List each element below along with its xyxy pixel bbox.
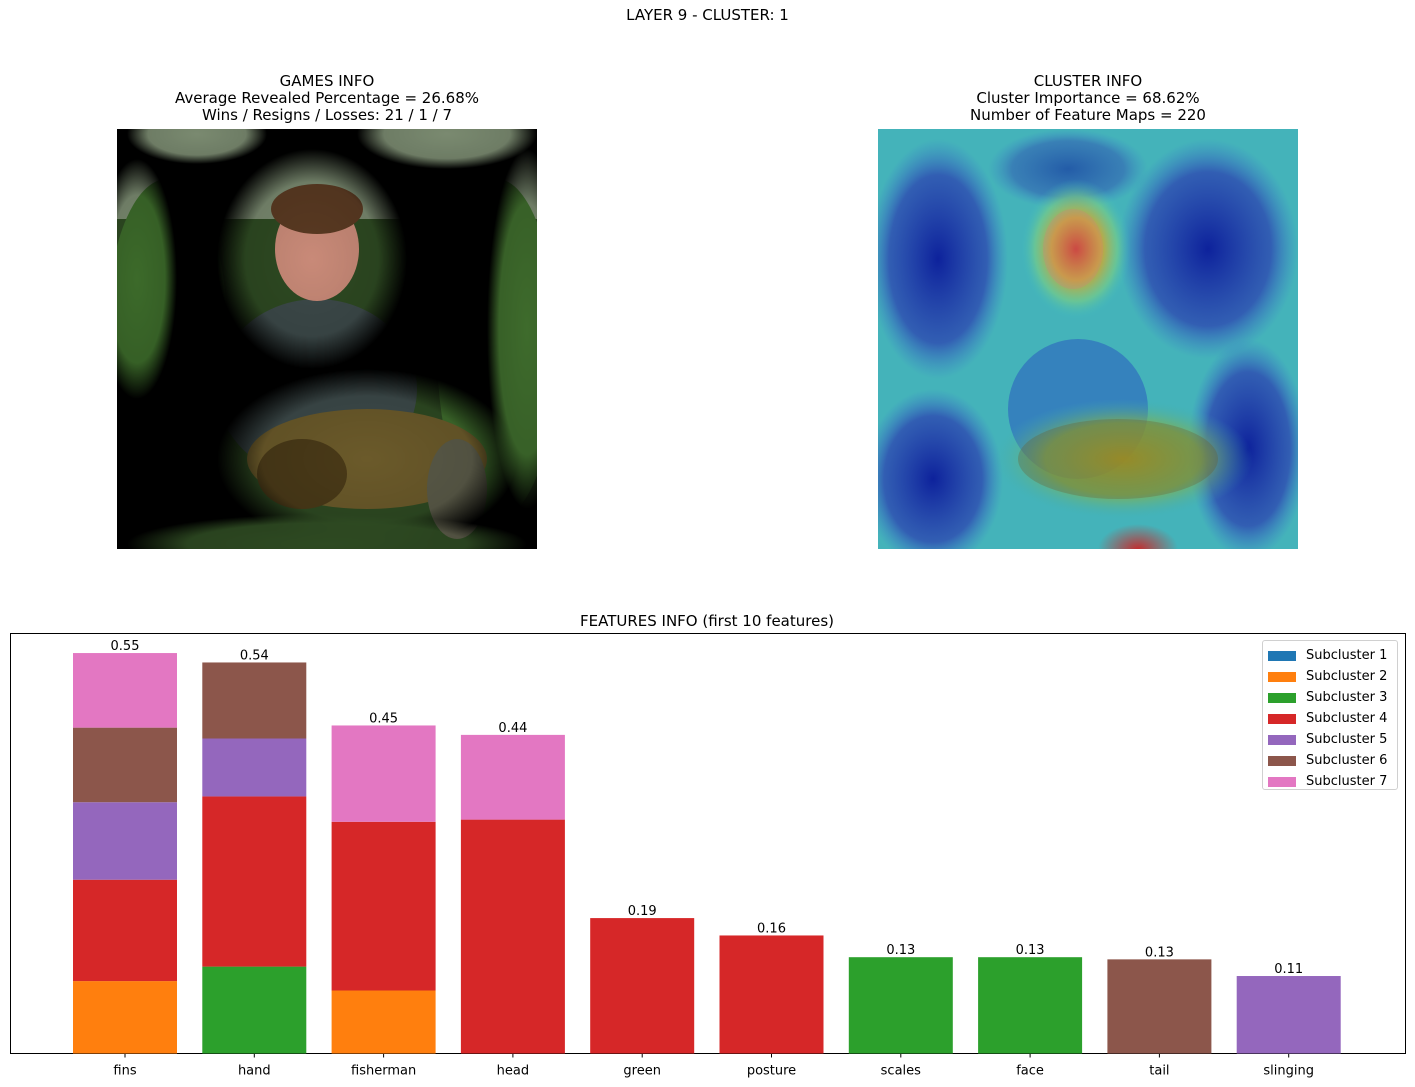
- legend-label: Subcluster 2: [1306, 669, 1388, 684]
- bar-segment-fins-subcluster-4: [73, 879, 177, 982]
- legend-label: Subcluster 4: [1306, 711, 1388, 726]
- games-info-title: GAMES INFO Average Revealed Percentage =…: [77, 73, 577, 124]
- legend-item-subcluster-2: Subcluster 2: [1268, 666, 1397, 687]
- x-tick-label: scales: [881, 1064, 921, 1079]
- bar-segment-hand-subcluster-5: [202, 738, 307, 797]
- games-info-heading: GAMES INFO: [279, 72, 375, 90]
- legend-swatch: [1268, 692, 1296, 703]
- x-tick-label: face: [1016, 1064, 1044, 1079]
- bar-total-label: 0.13: [1016, 943, 1045, 958]
- legend-label: Subcluster 7: [1306, 774, 1388, 789]
- x-axis-ticks: fins hand fisherman head green posture scales f…: [113, 1053, 1314, 1079]
- x-tick-label: slinging: [1263, 1064, 1314, 1079]
- x-tick-label: hand: [238, 1064, 271, 1079]
- bar-total-label: 0.55: [111, 639, 140, 654]
- masked-photo-graphic: [117, 129, 537, 549]
- legend-item-subcluster-5: Subcluster 5: [1268, 729, 1397, 750]
- bar-segment-fins-subcluster-6: [73, 727, 177, 803]
- x-tick-label: head: [497, 1064, 529, 1079]
- figure-title: LAYER 9 - CLUSTER: 1: [626, 6, 789, 24]
- bar-segment-fins-subcluster-5: [73, 802, 177, 880]
- bar-total-labels: 0.55 0.54 0.45 0.44 0.19 0.16 0.13 0.13 0.13 0.11: [111, 639, 1304, 977]
- games-info-record: Wins / Resigns / Losses: 21 / 1 / 7: [201, 106, 453, 124]
- legend: Subcluster 1 Subcluster 2 Subcluster 3 Subc…: [1262, 640, 1398, 790]
- bar-segment-fins-subcluster-2: [73, 981, 177, 1054]
- bar-segment-hand-subcluster-3: [202, 966, 307, 1054]
- bar-segment-fins-subcluster-7: [73, 653, 177, 728]
- masked-photo: [117, 129, 537, 549]
- bar-segment-face-subcluster-3: [978, 957, 1083, 1054]
- cluster-info-title: CLUSTER INFO Cluster Importance = 68.62%…: [838, 73, 1338, 124]
- legend-label: Subcluster 1: [1306, 648, 1388, 663]
- legend-swatch: [1268, 650, 1296, 661]
- bar-segment-green-subcluster-4: [590, 918, 695, 1054]
- cluster-info-heading: CLUSTER INFO: [1033, 72, 1143, 90]
- bar-total-label: 0.11: [1274, 962, 1303, 977]
- chart-title: FEATURES INFO (first 10 features): [580, 612, 834, 630]
- bar-total-label: 0.13: [886, 943, 915, 958]
- bars-group: [73, 653, 1341, 1054]
- games-info-revealed: Average Revealed Percentage = 26.68%: [174, 89, 479, 107]
- legend-label: Subcluster 5: [1306, 732, 1388, 747]
- bar-segment-tail-subcluster-6: [1107, 959, 1212, 1054]
- bar-segment-head-subcluster-4: [460, 819, 565, 1054]
- bar-segment-posture-subcluster-4: [719, 935, 824, 1054]
- bar-total-label: 0.44: [498, 721, 527, 736]
- bar-segment-hand-subcluster-6: [202, 662, 307, 739]
- bar-segment-slinging-subcluster-5: [1236, 976, 1341, 1054]
- bar-segment-head-subcluster-7: [460, 734, 565, 820]
- bar-segment-fisherman-subcluster-7: [331, 725, 436, 822]
- legend-label: Subcluster 6: [1306, 753, 1388, 768]
- x-tick-label: posture: [747, 1064, 796, 1079]
- legend-item-subcluster-7: Subcluster 7: [1268, 771, 1397, 792]
- x-tick-label: fins: [113, 1064, 136, 1079]
- bar-total-label: 0.45: [369, 711, 398, 726]
- legend-item-subcluster-4: Subcluster 4: [1268, 708, 1397, 729]
- legend-item-subcluster-6: Subcluster 6: [1268, 750, 1397, 771]
- bar-total-label: 0.19: [628, 904, 657, 919]
- legend-swatch: [1268, 755, 1296, 766]
- x-tick-label: green: [623, 1064, 661, 1079]
- legend-swatch: [1268, 734, 1296, 745]
- bar-total-label: 0.54: [240, 648, 269, 663]
- legend-swatch: [1268, 671, 1296, 682]
- cluster-info-importance: Cluster Importance = 68.62%: [976, 89, 1200, 107]
- bar-total-label: 0.13: [1145, 945, 1174, 960]
- plot-frame: [10, 633, 1406, 1054]
- legend-swatch: [1268, 713, 1296, 724]
- bar-segment-fisherman-subcluster-2: [331, 990, 436, 1054]
- legend-label: Subcluster 3: [1306, 690, 1388, 705]
- bar-segment-scales-subcluster-3: [848, 957, 953, 1054]
- cluster-info-feature-maps: Number of Feature Maps = 220: [970, 106, 1206, 124]
- legend-swatch: [1268, 776, 1296, 787]
- legend-item-subcluster-1: Subcluster 1: [1268, 645, 1397, 666]
- heatmap-photo: [878, 129, 1298, 549]
- bar-segment-hand-subcluster-4: [202, 796, 307, 967]
- legend-item-subcluster-3: Subcluster 3: [1268, 687, 1397, 708]
- x-tick-label: fisherman: [351, 1064, 416, 1079]
- bar-segment-fisherman-subcluster-4: [331, 821, 436, 991]
- x-tick-label: tail: [1149, 1064, 1169, 1079]
- heatmap-photo-graphic: [878, 129, 1298, 549]
- bar-total-label: 0.16: [757, 921, 786, 936]
